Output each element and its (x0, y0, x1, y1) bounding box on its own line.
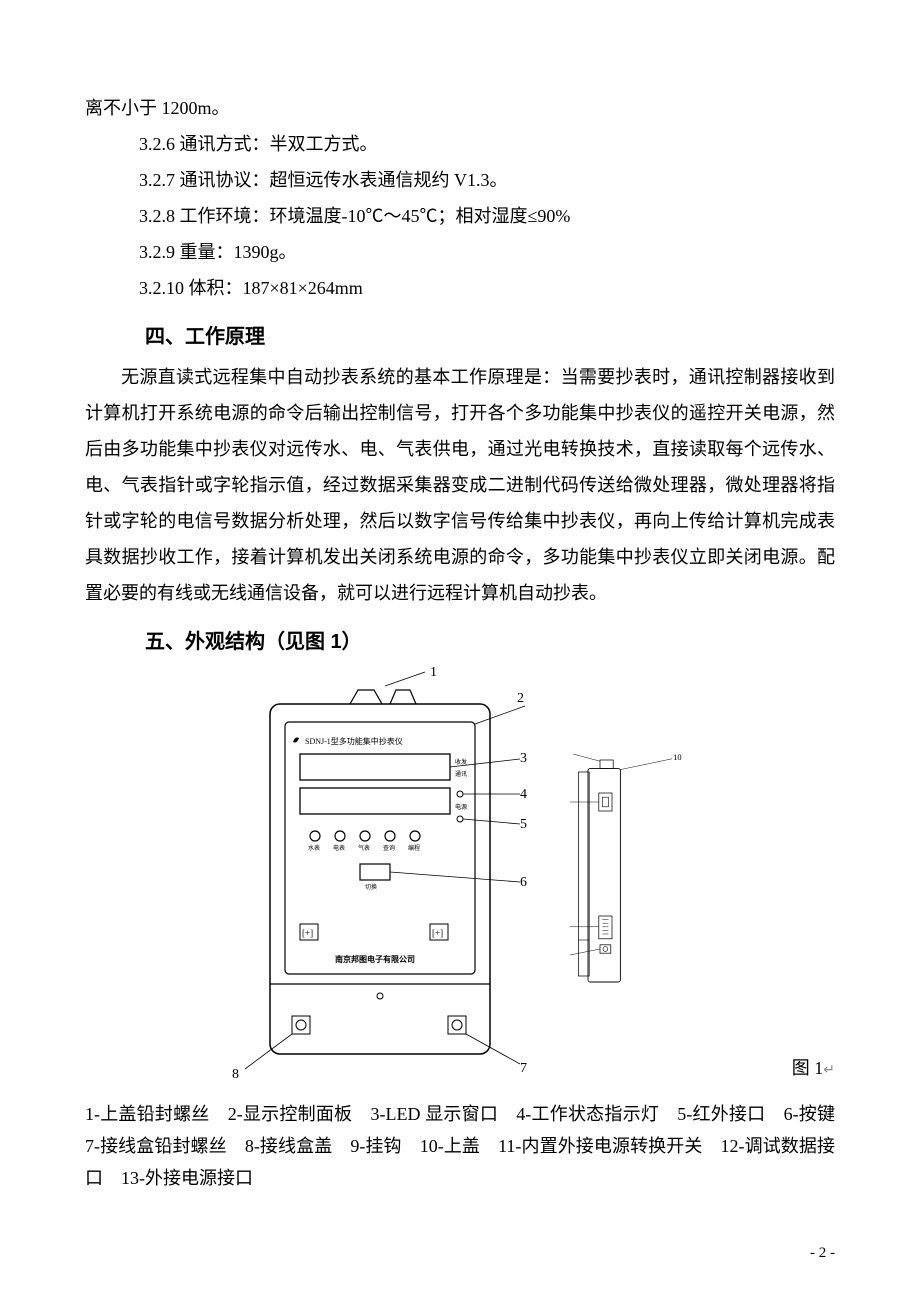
btn-label-1: 电表 (333, 844, 345, 852)
callout-8: 8 (232, 1067, 239, 1082)
company-name: 南京邦图电子有限公司 (335, 954, 415, 964)
btn-cmd-label: 切换 (365, 883, 377, 891)
lamp-label-2: 通讯 (455, 770, 467, 778)
spec-3-2-10: 3.2.10 体积：187×81×264mm (85, 270, 835, 306)
btn-label-2: 气表 (358, 844, 370, 852)
btn-label-4: 编程 (408, 844, 420, 852)
seal-left: [+] (302, 928, 313, 938)
spec-3-2-7: 3.2.7 通讯协议：超恒远传水表通信规约 V1.3。 (85, 162, 835, 198)
callout-4: 4 (520, 787, 527, 802)
device-model-title: SDNJ-1型多功能集中抄表仪 (305, 736, 403, 746)
device-front-diagram: 1 2 SDNJ-1型多功能集中抄表仪 3 收发 通讯 (230, 664, 530, 1084)
callout-1: 1 (430, 665, 437, 680)
page-number: - 2 - (810, 1245, 835, 1262)
return-mark: ↵ (823, 1063, 835, 1078)
section-5-heading: 五、外观结构（见图 1） (145, 625, 835, 654)
page-content: 离不小于 1200m。 3.2.6 通讯方式：半双工方式。 3.2.7 通讯协议… (85, 90, 835, 1194)
figure-1-caption: 图 1↵ (792, 1054, 835, 1080)
seal-right: [+] (432, 928, 443, 938)
spec-3-2-6: 3.2.6 通讯方式：半双工方式。 (85, 126, 835, 162)
continuation-line: 离不小于 1200m。 (85, 90, 835, 126)
section-4-body: 无源直读式远程集中自动抄表系统的基本工作原理是：当需要抄表时，通讯控制器接收到计… (85, 359, 835, 611)
callout-6: 6 (520, 875, 527, 890)
btn-label-3: 查询 (383, 844, 395, 852)
figure-1-legend: 1-上盖铅封螺丝 2-显示控制面板 3-LED 显示窗口 4-工作状态指示灯 5… (85, 1098, 835, 1194)
spec-3-2-8: 3.2.8 工作环境：环境温度-10℃～45℃；相对湿度≤90% (85, 198, 835, 234)
figure-1-row: 1 2 SDNJ-1型多功能集中抄表仪 3 收发 通讯 (140, 664, 780, 1084)
button-row: 水表 电表 气表 查询 编程 (308, 831, 420, 852)
spec-3-2-9: 3.2.9 重量：1390g。 (85, 234, 835, 270)
callout-3: 3 (520, 751, 527, 766)
callout-2: 2 (517, 691, 524, 706)
figure-1-caption-text: 图 1 (792, 1058, 824, 1078)
figure-1: 1 2 SDNJ-1型多功能集中抄表仪 3 收发 通讯 (85, 664, 835, 1080)
device-side-diagram: 9 10 11 12 (570, 664, 690, 1084)
callout-7: 7 (520, 1061, 527, 1076)
callout-10: 10 (673, 753, 681, 762)
lamp-label-3: 电源 (455, 803, 467, 811)
lamp-label-1: 收发 (455, 758, 467, 766)
btn-label-0: 水表 (308, 844, 320, 852)
callout-5: 5 (520, 817, 527, 832)
section-4-heading: 四、工作原理 (145, 320, 835, 349)
